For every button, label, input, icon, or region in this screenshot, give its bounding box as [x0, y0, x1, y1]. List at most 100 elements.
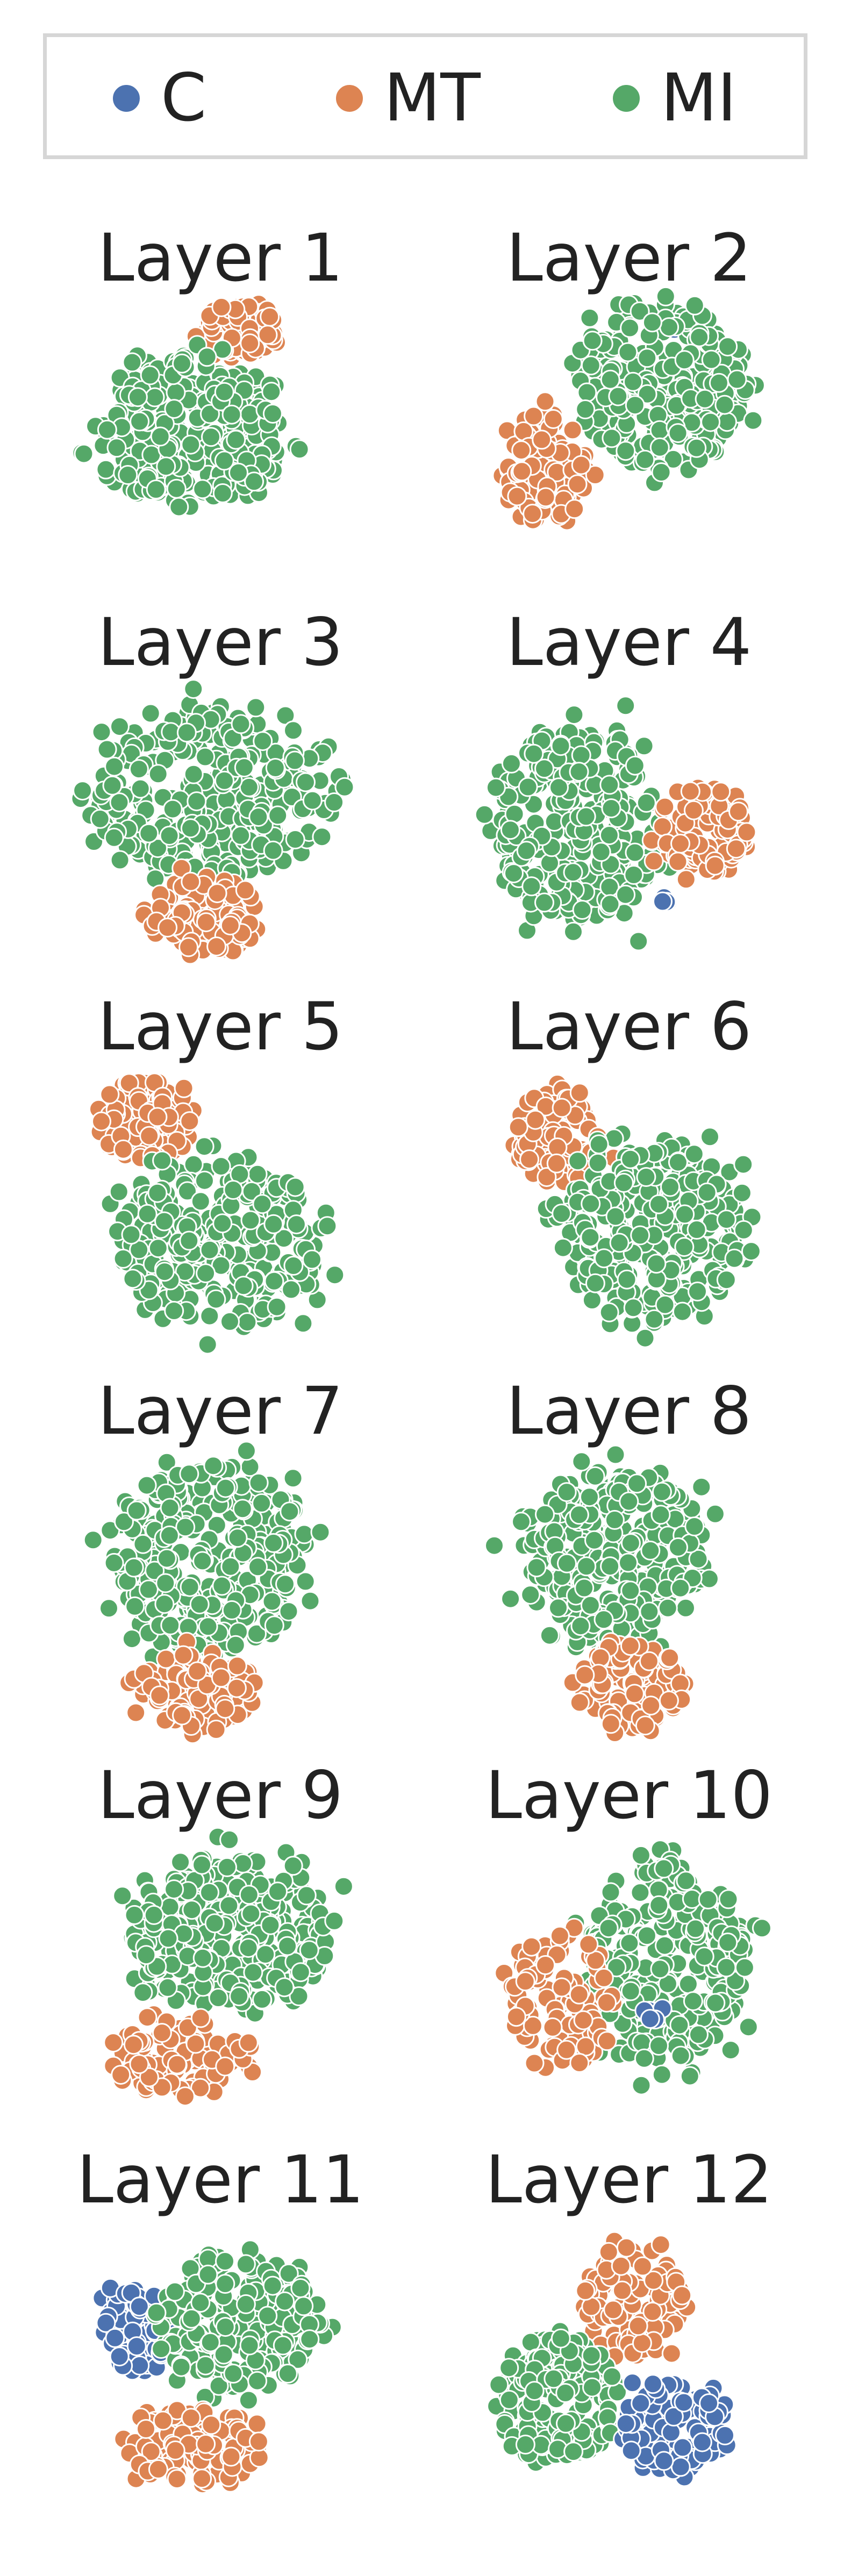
point-mi — [283, 1256, 304, 1276]
point-mi — [535, 1504, 555, 1525]
panel-title-layer-11: Layer 11 — [76, 2142, 364, 2218]
point-mi — [637, 384, 657, 404]
point-mt — [172, 1705, 192, 1726]
point-mi — [140, 703, 161, 724]
point-mi — [240, 1210, 261, 1230]
point-mi — [123, 1269, 143, 1289]
point-mi — [474, 804, 495, 825]
point-mi — [220, 1311, 240, 1332]
point-mt — [523, 504, 543, 524]
point-mt — [91, 1111, 111, 1132]
point-mi — [302, 790, 323, 811]
panel-title-layer-9: Layer 9 — [97, 1757, 344, 1834]
point-mi — [557, 1553, 577, 1573]
point-mi — [124, 1557, 144, 1578]
point-mi — [170, 1852, 191, 1872]
point-mi — [146, 480, 166, 499]
point-mi — [570, 1616, 591, 1636]
point-mi — [685, 1919, 706, 1939]
point-mi — [616, 441, 636, 461]
point-mi — [268, 805, 288, 826]
point-mi — [293, 1313, 313, 1334]
point-mi — [600, 369, 620, 390]
point-mt — [680, 781, 700, 802]
point-mi — [283, 1468, 303, 1489]
point-mi — [620, 1981, 641, 2001]
point-mi — [526, 1557, 547, 1578]
scatter-panel-12 — [487, 2231, 737, 2487]
point-mi — [698, 1890, 718, 1909]
point-mi — [650, 1505, 671, 1525]
point-mi — [574, 1578, 595, 1598]
point-mi — [651, 462, 671, 482]
point-mi — [620, 318, 640, 338]
point-mi — [617, 1269, 637, 1290]
point-mi — [630, 301, 650, 321]
point-mt — [190, 2008, 211, 2028]
scatter-panel-9 — [103, 1827, 354, 2107]
point-c — [653, 891, 673, 912]
point-mi — [568, 1151, 588, 1171]
point-mi — [599, 775, 620, 795]
point-mt — [593, 1967, 614, 1988]
point-mi — [90, 808, 110, 829]
point-mi — [198, 1616, 218, 1637]
point-mt — [226, 1678, 247, 1698]
point-mi — [623, 1298, 643, 1318]
point-mi — [137, 1204, 158, 1224]
point-mt — [99, 1084, 120, 1105]
point-mt — [535, 391, 555, 412]
point-mi — [91, 722, 112, 742]
point-mi — [652, 1482, 672, 1502]
point-mt — [575, 2036, 596, 2057]
point-mi — [631, 1845, 651, 1865]
point-mi — [627, 1473, 647, 1494]
point-mi — [734, 1957, 755, 1978]
point-mi — [154, 1211, 174, 1232]
point-mt — [624, 1684, 645, 1704]
point-mi — [136, 1945, 156, 1965]
point-mi — [176, 722, 197, 743]
point-mi — [618, 1552, 638, 1573]
point-mt — [227, 1656, 247, 1676]
point-mi — [324, 1910, 345, 1931]
point-mt — [585, 465, 605, 485]
point-mi — [201, 427, 221, 447]
point-mi — [716, 1957, 736, 1978]
point-mi — [169, 497, 189, 517]
point-mi — [220, 1556, 241, 1577]
point-mi — [290, 2278, 311, 2298]
scatter-panel-5 — [89, 1072, 345, 1355]
point-mi — [264, 1271, 284, 1291]
point-mi — [179, 1464, 199, 1484]
point-mi — [238, 2390, 259, 2410]
point-mi — [521, 876, 542, 897]
panel-title-layer-3: Layer 3 — [97, 604, 344, 681]
point-c — [130, 2355, 150, 2375]
point-mt — [524, 2053, 545, 2073]
point-mi — [187, 791, 207, 812]
legend-label-c: C — [161, 60, 207, 136]
point-mt — [575, 1665, 595, 1685]
point-mi — [620, 1149, 641, 1169]
point-mi — [145, 387, 165, 407]
point-mi — [705, 1504, 725, 1524]
point-mi — [283, 720, 303, 741]
point-mi — [718, 337, 738, 357]
point-mt — [211, 1668, 231, 1688]
point-mi — [83, 1530, 103, 1550]
point-mi — [99, 1598, 119, 1619]
point-mi — [564, 705, 584, 725]
point-mi — [160, 1498, 180, 1518]
point-mi — [232, 1499, 253, 1519]
point-mi — [275, 1574, 295, 1594]
point-mi — [262, 404, 283, 424]
point-mt — [123, 2035, 144, 2055]
point-mi — [158, 1928, 178, 1949]
point-mi — [154, 1594, 175, 1614]
point-mi — [183, 679, 204, 699]
point-mi — [576, 1556, 597, 1577]
point-mi — [294, 1524, 314, 1544]
point-mt — [156, 1649, 176, 1669]
point-mi — [125, 1596, 145, 1616]
